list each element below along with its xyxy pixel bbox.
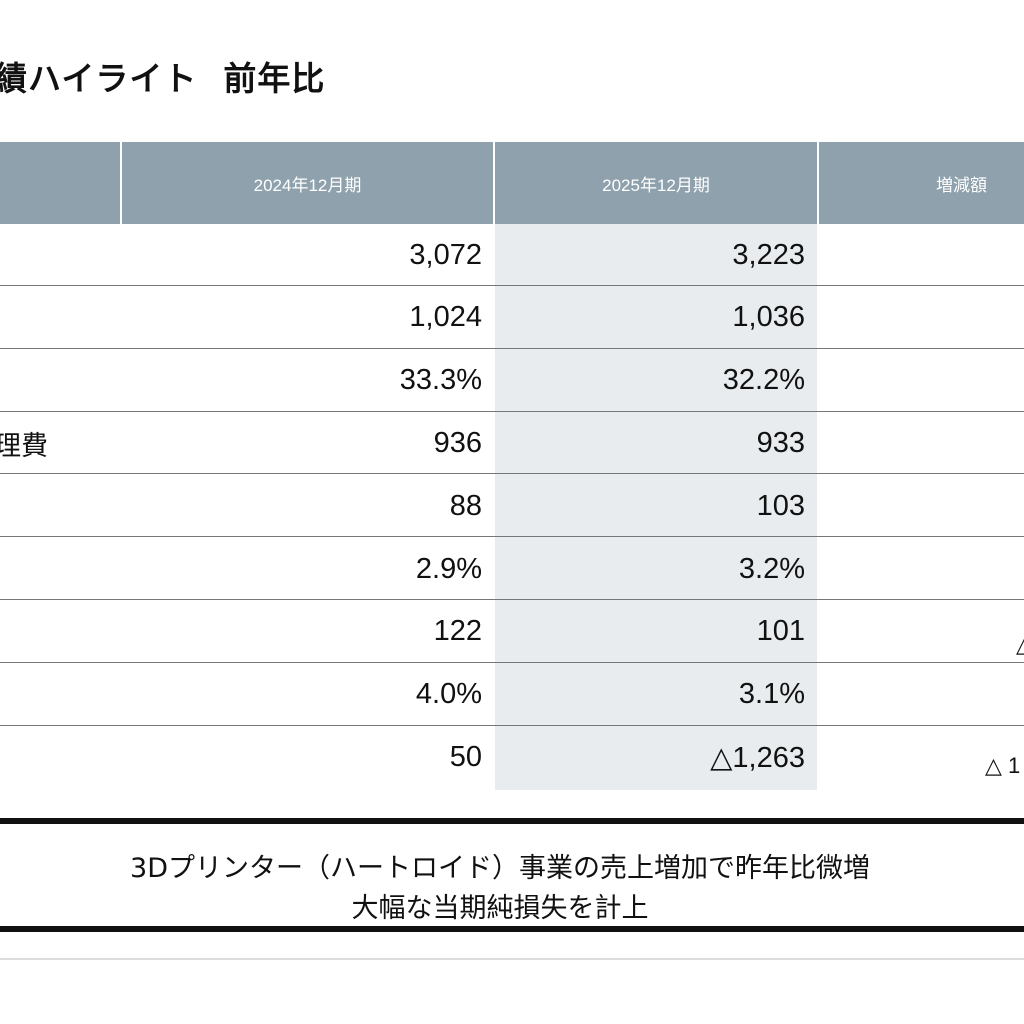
row-divider: [0, 285, 1024, 286]
row-divider: [0, 536, 1024, 538]
cell-fy2025: 101: [756, 615, 805, 648]
table-row: 50 △1,263 △ 1: [0, 726, 1024, 788]
row-label: [0, 475, 114, 537]
page-title-sub: 前年比: [223, 59, 326, 98]
table-row: 33.3% 32.2%: [0, 350, 1024, 412]
cell-diff: [830, 664, 1024, 726]
row-divider: [0, 599, 1024, 600]
header-divider: [493, 142, 495, 224]
row-label: 理費: [0, 430, 48, 462]
table-row: 4.0% 3.1%: [0, 664, 1024, 726]
row-divider: [0, 473, 1024, 475]
cell-fy2024: 4.0%: [415, 678, 482, 711]
cell-fy2024: 122: [433, 615, 482, 648]
cell-fy2024: 936: [433, 426, 482, 459]
current-year-highlight: [495, 224, 817, 790]
header-divider: [120, 142, 122, 224]
cell-fy2025: 103: [756, 489, 805, 522]
row-divider: [0, 410, 1024, 412]
table-row: 122 101 △: [0, 601, 1024, 663]
row-label: [0, 726, 114, 788]
page-title: 績ハイライト 前年比: [0, 52, 325, 100]
table-row: 1,024 1,036: [0, 287, 1024, 349]
cell-fy2024: 50: [449, 740, 482, 773]
cell-fy2024: 2.9%: [415, 552, 482, 585]
row-label: [0, 538, 114, 600]
row-divider: [0, 724, 1024, 726]
summary-line-2: 大幅な当期純損失を計上: [351, 893, 649, 924]
cell-diff: [830, 412, 1024, 474]
row-label: [0, 664, 114, 726]
header-fy2024: 2024年12月期: [253, 175, 362, 195]
cell-fy2025: △1,263: [710, 741, 805, 774]
header-diff: 増減額: [936, 175, 987, 195]
cell-fy2024: 33.3%: [399, 364, 482, 397]
summary-box: 3Dプリンター（ハートロイド）事業の売上増加で昨年比微増 大幅な当期純損失を計上: [0, 818, 1024, 932]
cell-fy2025: 3.1%: [738, 678, 805, 711]
table-row: 88 103: [0, 475, 1024, 538]
cell-diff: [830, 538, 1024, 600]
cell-fy2025: 933: [756, 426, 805, 459]
cell-fy2025: 32.2%: [722, 364, 805, 397]
header-fy2025: 2025年12月期: [602, 175, 710, 195]
cell-diff: [830, 287, 1024, 349]
cell-diff: [830, 224, 1024, 286]
cell-diff: [830, 350, 1024, 412]
footer-divider: [0, 958, 1024, 960]
table-row: 3,072 3,223: [0, 224, 1024, 286]
row-label: [0, 224, 114, 286]
row-divider: [0, 661, 1024, 663]
page-title-main: 績ハイライト: [0, 59, 198, 98]
cell-fy2024: 88: [449, 489, 482, 522]
cell-fy2025: 1,036: [732, 301, 805, 334]
row-divider: [0, 347, 1024, 349]
cell-fy2024: 3,072: [409, 238, 482, 271]
row-label: [0, 287, 114, 349]
row-label: [0, 601, 114, 663]
header-divider: [817, 142, 819, 224]
cell-diff: [830, 475, 1024, 537]
cell-fy2024: 1,024: [409, 301, 482, 334]
table-row: 理費 936 933: [0, 412, 1024, 475]
cell-fy2025: 3,223: [732, 238, 805, 271]
cell-diff: △ 1: [985, 753, 1021, 779]
table-row: 2.9% 3.2%: [0, 538, 1024, 600]
table-header: 2024年12月期 2025年12月期 増減額: [0, 142, 1024, 224]
cell-diff: △: [1016, 601, 1024, 663]
summary-line-1: 3Dプリンター（ハートロイド）事業の売上増加で昨年比微増: [130, 853, 870, 884]
cell-fy2025: 3.2%: [738, 552, 805, 585]
row-label: [0, 350, 114, 412]
